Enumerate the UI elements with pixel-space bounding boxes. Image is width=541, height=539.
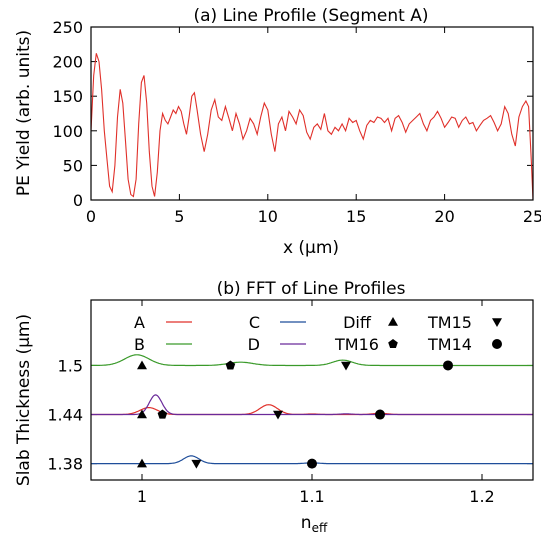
legend-label: B <box>134 335 145 354</box>
panel-b-y-axis-label: Slab Thickness (μm) <box>14 314 34 486</box>
panel-b-fft: (b) FFT of Line Profiles Slab Thickness … <box>14 279 534 535</box>
panel-b-series-B <box>91 354 533 367</box>
legend-marker-sample <box>492 318 502 327</box>
panel-a-x-tick-label: 20 <box>434 207 454 226</box>
legend-label: TM15 <box>427 313 472 332</box>
panel-a-x-tick-label: 0 <box>86 207 96 226</box>
legend-label: D <box>248 335 260 354</box>
panel-a-x-tick-label: 15 <box>346 207 366 226</box>
panel-b-y-tick-label: 1.5 <box>58 356 83 375</box>
panel-a-x-tick-label: 10 <box>258 207 278 226</box>
legend-label: TM16 <box>334 335 379 354</box>
panel-b-marker-triangle-up <box>137 360 147 370</box>
panel-b-series-A <box>91 404 533 416</box>
legend-label: TM14 <box>427 335 472 354</box>
panel-b-x-tick-label: 1 <box>137 487 147 506</box>
panel-b-frame <box>90 299 534 481</box>
panel-b-ticks: 1 1.1 1.2 1.38 1.44 1.5 <box>47 300 533 506</box>
panel-b-series-lines <box>91 354 533 465</box>
panel-a-y-tick-label: 150 <box>52 87 83 106</box>
panel-b-marker-triangle-up <box>137 409 147 419</box>
panel-b-marker-pentagon <box>225 360 236 370</box>
panel-a-series-line <box>91 53 533 200</box>
panel-b-x-tick-label: 1.2 <box>469 487 494 506</box>
legend-label: Diff <box>343 313 372 332</box>
panel-a-title: (a) Line Profile (Segment A) <box>194 6 429 26</box>
legend-marker-sample <box>388 339 398 348</box>
panel-b-title: (b) FFT of Line Profiles <box>217 279 406 299</box>
panel-b-x-tick-label: 1.1 <box>299 487 324 506</box>
panel-b-y-tick-label: 1.38 <box>47 455 83 474</box>
panel-b-x-axis-label: neff <box>301 513 328 535</box>
panel-b-marker-triangle-down <box>273 410 283 420</box>
panel-a-x-tick-label: 25 <box>523 207 541 226</box>
legend-marker-sample <box>388 317 398 326</box>
panel-b-series-D <box>91 394 533 416</box>
panel-b-x-axis-label-sub: eff <box>312 521 328 535</box>
panel-b-marker-circle <box>307 458 317 469</box>
panel-b-legend: A C Diff TM15 B D TM16 TM14 <box>134 313 502 354</box>
panel-a-x-tick-label: 5 <box>174 207 184 226</box>
legend-label: A <box>134 313 145 332</box>
panel-b-markers <box>137 360 453 469</box>
panel-a-y-tick-label: 250 <box>52 18 83 37</box>
panel-b-marker-circle <box>443 360 453 371</box>
panel-a-y-tick-label: 0 <box>73 191 83 210</box>
panel-a-y-axis-label: PE Yield (arb. units) <box>14 30 34 196</box>
panel-a-y-tick-label: 200 <box>52 53 83 72</box>
panel-a-line-profile: (a) Line Profile (Segment A) PE Yield (a… <box>14 6 541 258</box>
panel-a-x-axis-label: x (μm) <box>283 238 339 258</box>
panel-b-marker-triangle-down <box>341 361 351 371</box>
panel-a-y-tick-label: 100 <box>52 122 83 141</box>
panel-a-frame <box>90 26 534 201</box>
legend-marker-sample <box>492 339 502 349</box>
panel-b-marker-circle <box>375 409 385 420</box>
panel-b-marker-triangle-up <box>137 458 147 468</box>
panel-a-y-tick-label: 50 <box>63 156 83 175</box>
panel-b-x-axis-label-main: n <box>301 513 312 533</box>
panel-b-marker-pentagon <box>157 409 168 419</box>
legend-label: C <box>249 313 260 332</box>
panel-b-y-tick-label: 1.44 <box>47 406 83 425</box>
panel-b-marker-triangle-down <box>191 459 202 469</box>
